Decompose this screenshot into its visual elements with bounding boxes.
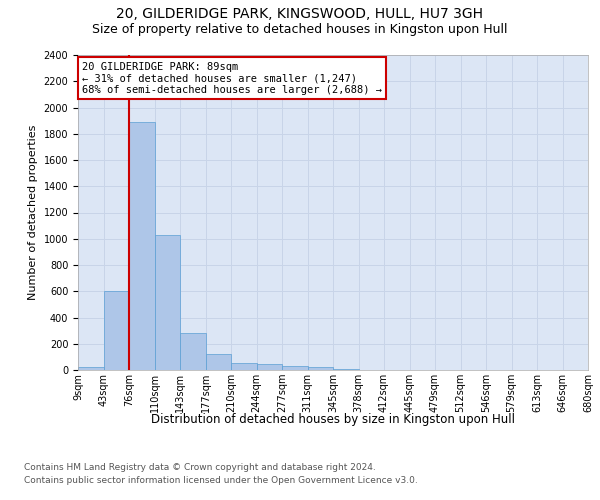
Text: Contains public sector information licensed under the Open Government Licence v3: Contains public sector information licen…: [24, 476, 418, 485]
Text: 20, GILDERIDGE PARK, KINGSWOOD, HULL, HU7 3GH: 20, GILDERIDGE PARK, KINGSWOOD, HULL, HU…: [116, 8, 484, 22]
Bar: [78, 368, 104, 370]
Text: Size of property relative to detached houses in Kingston upon Hull: Size of property relative to detached ho…: [92, 22, 508, 36]
Bar: [155, 235, 180, 370]
Bar: [104, 291, 129, 370]
Text: Distribution of detached houses by size in Kingston upon Hull: Distribution of detached houses by size …: [151, 412, 515, 426]
Bar: [308, 368, 333, 370]
Bar: [282, 366, 308, 370]
Y-axis label: Number of detached properties: Number of detached properties: [28, 125, 38, 300]
Text: 20 GILDERIDGE PARK: 89sqm
← 31% of detached houses are smaller (1,247)
68% of se: 20 GILDERIDGE PARK: 89sqm ← 31% of detac…: [82, 62, 382, 95]
Text: Contains HM Land Registry data © Crown copyright and database right 2024.: Contains HM Land Registry data © Crown c…: [24, 462, 376, 471]
Bar: [180, 332, 205, 370]
Bar: [257, 364, 282, 370]
Bar: [231, 363, 257, 370]
Bar: [205, 354, 231, 370]
Bar: [129, 122, 155, 370]
